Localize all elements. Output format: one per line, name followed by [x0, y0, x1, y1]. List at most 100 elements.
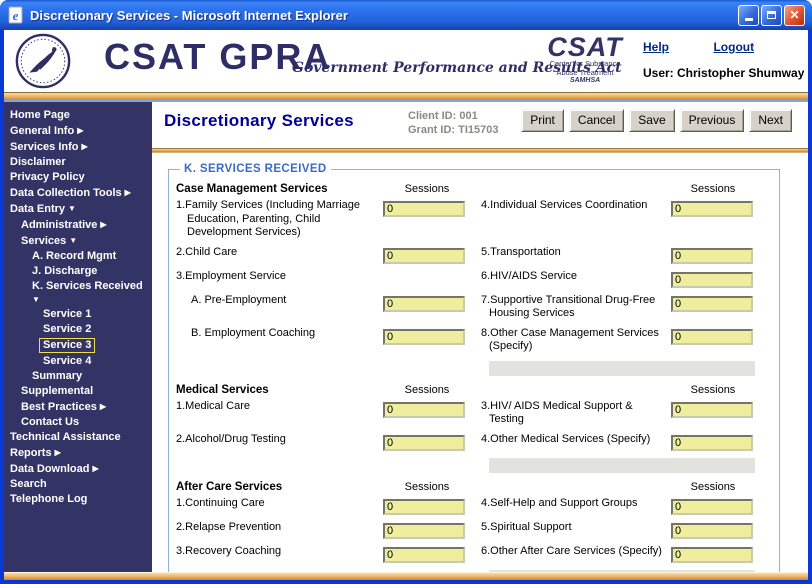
sessions-column-header: Sessions — [404, 480, 450, 493]
sidebar-item-service-3[interactable]: Service 3 — [4, 337, 152, 354]
brand-subtitle: Government Performance and Results Act — [292, 60, 622, 76]
specify-input-disabled — [489, 457, 755, 473]
service-label: 7.Supportive Transitional Drug-Free Hous… — [481, 293, 656, 320]
sidebar-item-privacy-policy[interactable]: Privacy Policy — [4, 170, 152, 185]
sessions-input-a-pre-employment[interactable] — [383, 295, 465, 312]
logout-link[interactable]: Logout — [713, 40, 755, 54]
cancel-button[interactable]: Cancel — [568, 109, 625, 132]
sidebar-item-label: Service 4 — [43, 355, 92, 367]
sidebar-item-search[interactable]: Search — [4, 477, 152, 492]
sidebar-item-disclaimer[interactable]: Disclaimer — [4, 155, 152, 170]
sidebar-item-summary[interactable]: Summary — [4, 369, 152, 384]
service-label: 8.Other Case Management Services (Specif… — [481, 326, 659, 353]
service-row: 2.Child Care 5.Transportation — [176, 246, 779, 264]
sidebar-item-label: Service 2 — [43, 323, 92, 335]
sidebar-item-reports[interactable]: Reports ▶ — [4, 445, 152, 461]
submenu-right-arrow-icon: ▶ — [124, 188, 131, 197]
sidebar-item-label: K. Services Received — [32, 280, 143, 292]
close-button[interactable]: ✕ — [784, 4, 805, 26]
sidebar-item-label: Home Page — [10, 109, 70, 121]
section-case-management-services: Case Management Services Sessions Sessions… — [176, 183, 779, 376]
window-titlebar[interactable]: e Discretionary Services - Microsoft Int… — [0, 0, 812, 30]
sessions-input-4-individual-services-coordina[interactable] — [671, 201, 753, 217]
sidebar-item-supplemental[interactable]: Supplemental — [4, 384, 152, 399]
sidebar-item-label: Administrative — [21, 219, 98, 231]
help-link[interactable]: Help — [643, 40, 670, 54]
sidebar-item-j-discharge[interactable]: J. Discharge — [4, 264, 152, 279]
section-medical-services: Medical Services Sessions Sessions 1.Medica… — [176, 384, 779, 473]
sidebar-item-a-record-mgmt[interactable]: A. Record Mgmt — [4, 249, 152, 264]
services-form: Case Management Services Sessions Sessions… — [176, 183, 779, 572]
previous-button[interactable]: Previous — [679, 109, 745, 132]
sessions-input-6-other-after-care-services-sp[interactable] — [671, 546, 753, 563]
app-header: CSAT GPRA Government Performance and Res… — [4, 30, 808, 92]
submenu-right-arrow-icon: ▶ — [81, 142, 88, 151]
sessions-input-6-hiv-aids-service[interactable] — [671, 271, 753, 288]
sidebar-item-label: General Info — [10, 125, 75, 137]
sessions-input-4-other-medical-services-speci[interactable] — [671, 434, 753, 451]
submenu-right-arrow-icon: ▶ — [54, 448, 61, 457]
csat-logo-name: CSAT — [547, 32, 623, 62]
sidebar-item-telephone-log[interactable]: Telephone Log — [4, 492, 152, 507]
sessions-input-3-recovery-coaching[interactable] — [383, 546, 465, 563]
sidebar-item-administrative[interactable]: Administrative ▶ — [4, 217, 152, 233]
sidebar-item-service-2[interactable]: Service 2 — [4, 322, 152, 337]
sidebar-item-technical-assistance[interactable]: Technical Assistance — [4, 430, 152, 445]
sessions-input-3-hiv-aids-medical-support-tes[interactable] — [671, 401, 753, 418]
sidebar-item-label: J. Discharge — [32, 265, 98, 277]
internet-explorer-icon: e — [8, 6, 23, 24]
sidebar-item-data-download[interactable]: Data Download ▶ — [4, 461, 152, 477]
sidebar-item-data-collection-tools[interactable]: Data Collection Tools ▶ — [4, 185, 152, 201]
sessions-input-b-employment-coaching[interactable] — [383, 328, 465, 345]
page-title: Discretionary Services — [164, 111, 354, 130]
footer-orange-bar — [4, 572, 808, 580]
sessions-input-8-other-case-management-servic[interactable] — [671, 328, 753, 345]
sessions-input-2-alcohol-drug-testing[interactable] — [383, 434, 465, 451]
sidebar-item-home-page[interactable]: Home Page — [4, 108, 152, 123]
sidebar-item-label: Data Collection Tools — [10, 187, 122, 199]
sessions-input-5-spiritual-support[interactable] — [671, 522, 753, 539]
save-button[interactable]: Save — [629, 109, 675, 132]
content-orange-divider — [152, 148, 808, 153]
sidebar-item-label: Service 1 — [43, 308, 92, 320]
sidebar-item-label: Services — [21, 235, 67, 247]
sidebar-item-k-services-received[interactable]: K. Services Received ▼ — [4, 279, 152, 307]
service-label: 2.Relapse Prevention — [176, 520, 282, 533]
sidebar-item-label: Contact Us — [21, 416, 80, 428]
fieldset-legend: K. SERVICES RECEIVED — [184, 163, 327, 175]
csat-logo-samhsa: SAMHSA — [569, 77, 601, 84]
sessions-input-1-family-services-including-ma[interactable] — [383, 201, 465, 217]
sidebar-item-label: Disclaimer — [10, 156, 66, 168]
sidebar-item-label: Reports — [10, 447, 52, 459]
brand-title: CSAT GPRA — [104, 36, 332, 77]
svg-text:e: e — [13, 8, 19, 23]
sidebar-item-service-4[interactable]: Service 4 — [4, 354, 152, 369]
section-after-care-services: After Care Services Sessions Sessions 1.Con… — [176, 480, 779, 572]
next-button[interactable]: Next — [749, 109, 792, 132]
sidebar-item-label: Services Info — [10, 141, 79, 153]
sessions-input-2-relapse-prevention[interactable] — [383, 522, 465, 539]
sidebar-item-general-info[interactable]: General Info ▶ — [4, 123, 152, 139]
sessions-input-5-transportation[interactable] — [671, 247, 753, 264]
minimize-button[interactable] — [738, 4, 759, 26]
sidebar-item-contact-us[interactable]: Contact Us — [4, 415, 152, 430]
section-title: Case Management Services — [176, 183, 328, 195]
print-button[interactable]: Print — [521, 109, 564, 132]
sidebar-item-services[interactable]: Services ▼ — [4, 233, 152, 249]
service-label: 1.Continuing Care — [176, 496, 265, 509]
sidebar-item-best-practices[interactable]: Best Practices ▶ — [4, 399, 152, 415]
sessions-input-7-supportive-transitional-drug[interactable] — [671, 295, 753, 312]
sessions-input-1-medical-care[interactable] — [383, 401, 465, 418]
maximize-button[interactable] — [761, 4, 782, 26]
service-label: A. Pre-Employment — [191, 293, 287, 306]
sessions-input-2-child-care[interactable] — [383, 247, 465, 264]
sidebar-item-data-entry[interactable]: Data Entry ▼ — [4, 201, 152, 217]
service-label: 5.Spiritual Support — [481, 520, 572, 533]
service-label: 1.Family Services (Including Marriage Ed… — [176, 199, 361, 238]
sessions-input-4-self-help-and-support-groups[interactable] — [671, 498, 753, 515]
sidebar-item-services-info[interactable]: Services Info ▶ — [4, 139, 152, 155]
sidebar-item-service-1[interactable]: Service 1 — [4, 307, 152, 322]
sidebar-item-label: Privacy Policy — [10, 171, 85, 183]
sessions-input-1-continuing-care[interactable] — [383, 498, 465, 515]
service-label: 6.Other After Care Services (Specify) — [481, 544, 662, 557]
